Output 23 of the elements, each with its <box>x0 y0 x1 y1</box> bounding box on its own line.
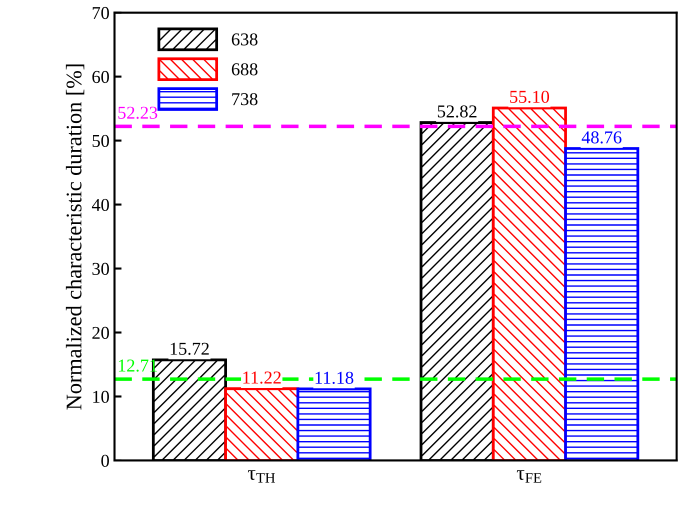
legend-label: 738 <box>232 93 258 106</box>
bar <box>492 106 567 460</box>
data-label: 11.18 <box>316 372 354 384</box>
data-label: 11.22 <box>243 371 281 384</box>
x-tick-label: τ$_{TH}$ <box>248 470 276 483</box>
data-label: 52.82 <box>438 105 476 118</box>
y-tick-label: 10 <box>93 390 109 403</box>
legend-label: 638 <box>232 33 258 46</box>
y-tick-label: 70 <box>92 6 109 20</box>
y-tick-label: 40 <box>92 198 109 212</box>
data-label: 55.10 <box>510 90 550 103</box>
data-label: 48.76 <box>582 131 622 144</box>
y-tick-label: 30 <box>92 262 109 275</box>
ref-line-label: 52.23 <box>118 106 158 119</box>
x-tick-label: τ$_{FE}$ <box>516 470 542 483</box>
data-label: 15.72 <box>170 342 209 355</box>
legend-label: 688 <box>232 63 258 76</box>
y-tick-label: 60 <box>92 70 109 84</box>
y-axis-title: Normalized characteristic duration [%] <box>66 64 84 410</box>
y-tick-label: 0 <box>101 454 109 467</box>
y-tick-label: 20 <box>92 326 109 339</box>
bar <box>564 147 640 460</box>
y-tick-label: 50 <box>92 134 109 148</box>
